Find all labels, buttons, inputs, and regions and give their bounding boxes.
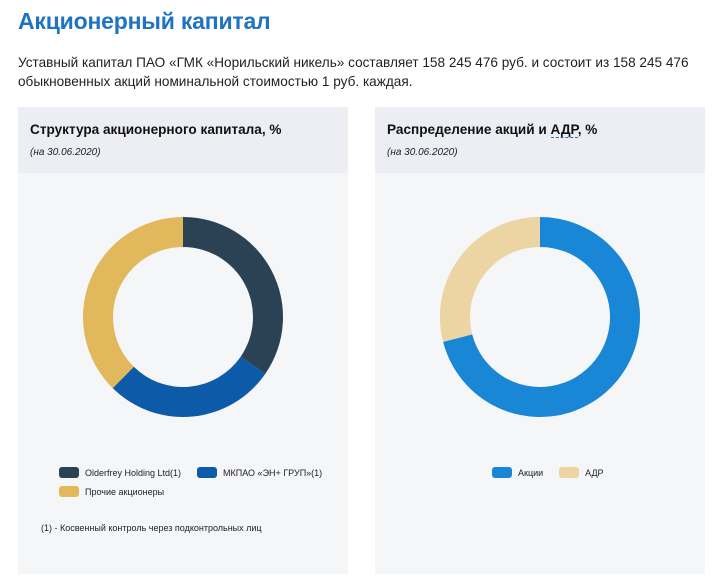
chart-legend: Акции АДР — [492, 467, 720, 486]
donut-segment-segment-3[interactable] — [83, 217, 183, 389]
intro-text: Уставный капитал ПАО «ГМК «Норильский ни… — [18, 55, 689, 89]
legend-label: Акции — [518, 467, 544, 478]
card-title-suffix: , % — [577, 122, 598, 137]
legend-swatch — [492, 467, 512, 478]
legend-swatch — [59, 486, 79, 497]
card-title-prefix: Распределение акций и — [387, 122, 551, 137]
legend-swatch — [197, 467, 218, 478]
shares-adr-donut — [440, 217, 640, 417]
card-header: Структура акционерного капитала, % (на 3… — [18, 107, 348, 173]
page-title: Акционерный капитал — [18, 8, 271, 34]
shares-adr-card: Распределение акций и АДР, % (на 30.06.2… — [375, 107, 705, 574]
legend-swatch — [559, 467, 580, 478]
legend-item[interactable]: АДР — [559, 467, 604, 478]
legend-item[interactable]: Olderfrey Holding Ltd(1) — [59, 467, 181, 478]
chart-legend: Olderfrey Holding Ltd(1) МКПАО «ЭН+ ГРУП»… — [59, 467, 339, 505]
card-date: (на 30.06.2020) — [387, 147, 458, 158]
footnote: (1) - Косвенный контроль через подконтро… — [41, 523, 262, 533]
card-title: Структура акционерного капитала, % — [30, 122, 282, 137]
card-date: (на 30.06.2020) — [30, 147, 101, 158]
donut-segment-segment-1[interactable] — [443, 217, 640, 417]
donut-segment-olderfrey-holding-ltd-1[interactable] — [183, 217, 283, 374]
legend-label: Olderfrey Holding Ltd(1) — [85, 467, 182, 478]
capital-structure-donut — [83, 217, 283, 417]
card-header: Распределение акций и АДР, % (на 30.06.2… — [375, 107, 705, 173]
legend-item[interactable]: Акции — [492, 467, 543, 478]
donut-segment-segment-2[interactable] — [440, 217, 540, 342]
adr-abbreviation-link[interactable]: АДР — [550, 122, 578, 138]
legend-item[interactable]: МКПАО «ЭН+ ГРУП»(1) — [197, 467, 322, 478]
legend-label: Прочие акционеры — [85, 486, 165, 497]
donut-segment-1[interactable] — [112, 356, 266, 417]
legend-item[interactable]: Прочие акционеры — [59, 486, 164, 497]
legend-swatch — [59, 467, 79, 478]
capital-structure-card: Структура акционерного капитала, % (на 3… — [18, 107, 348, 574]
card-title: Распределение акций и АДР, % — [387, 122, 598, 138]
legend-label: АДР — [585, 467, 604, 478]
legend-label: МКПАО «ЭН+ ГРУП»(1) — [223, 467, 323, 478]
